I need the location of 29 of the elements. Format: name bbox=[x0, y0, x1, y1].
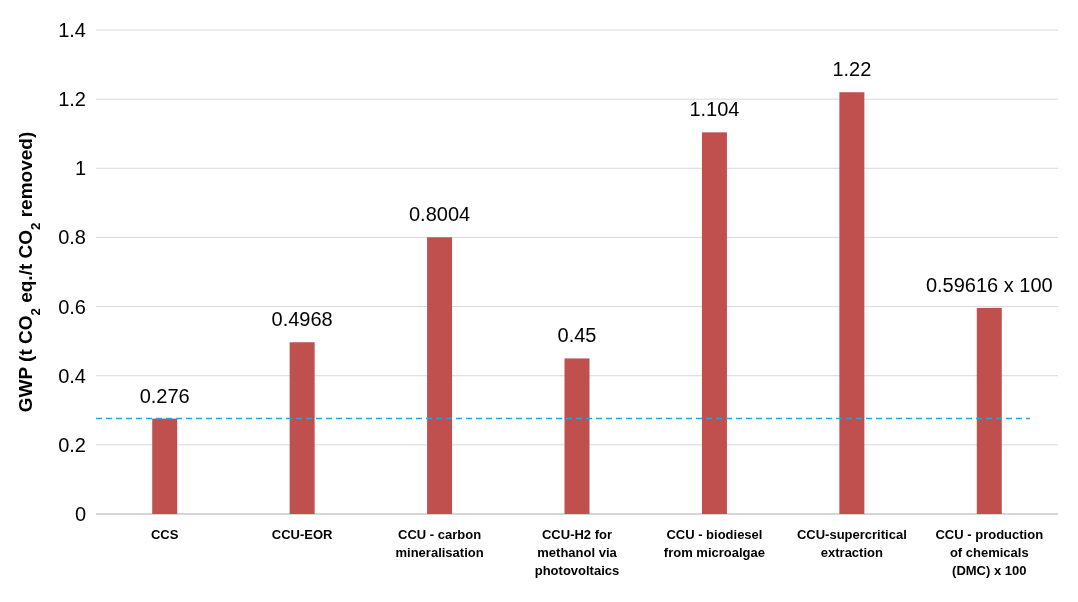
bar bbox=[976, 307, 1002, 514]
data-label: 0.45 bbox=[557, 324, 597, 347]
x-tick-label: CCU - carbon mineralisation bbox=[395, 527, 484, 560]
data-label: 0.59616 x 100 bbox=[925, 273, 1053, 296]
y-tick-label: 0.2 bbox=[58, 433, 86, 456]
x-tick-label: CCU-H2 for methanol via photovoltaics bbox=[534, 527, 620, 578]
y-tick-label: 0.8 bbox=[58, 226, 86, 249]
x-tick-label: CCU - production of chemicals (DMC) x 100 bbox=[935, 527, 1044, 578]
x-tick-label: CCU - biodiesel from microalgae bbox=[663, 527, 766, 560]
y-tick-label: 1.2 bbox=[58, 88, 86, 111]
data-label: 0.276 bbox=[139, 384, 190, 407]
y-tick-label: 0.4 bbox=[58, 364, 86, 387]
bar bbox=[701, 132, 727, 514]
bar bbox=[564, 358, 590, 514]
bar bbox=[839, 92, 865, 514]
bar bbox=[289, 342, 315, 514]
x-tick-label: CCU-EOR bbox=[271, 527, 334, 542]
y-tick-label: 0.6 bbox=[58, 295, 86, 318]
y-tick-label: 1 bbox=[74, 157, 86, 180]
data-label: 1.104 bbox=[689, 98, 740, 121]
data-label: 1.22 bbox=[832, 58, 872, 81]
data-label: 0.8004 bbox=[408, 203, 471, 226]
data-label: 0.4968 bbox=[271, 308, 333, 331]
y-tick-label: 1.4 bbox=[58, 19, 86, 41]
x-tick-label: CCU-supercritical extraction bbox=[796, 527, 907, 560]
y-tick-label: 0 bbox=[74, 503, 86, 525]
bar bbox=[427, 237, 453, 514]
bar bbox=[152, 418, 178, 514]
x-tick-label: CCS bbox=[150, 527, 179, 542]
